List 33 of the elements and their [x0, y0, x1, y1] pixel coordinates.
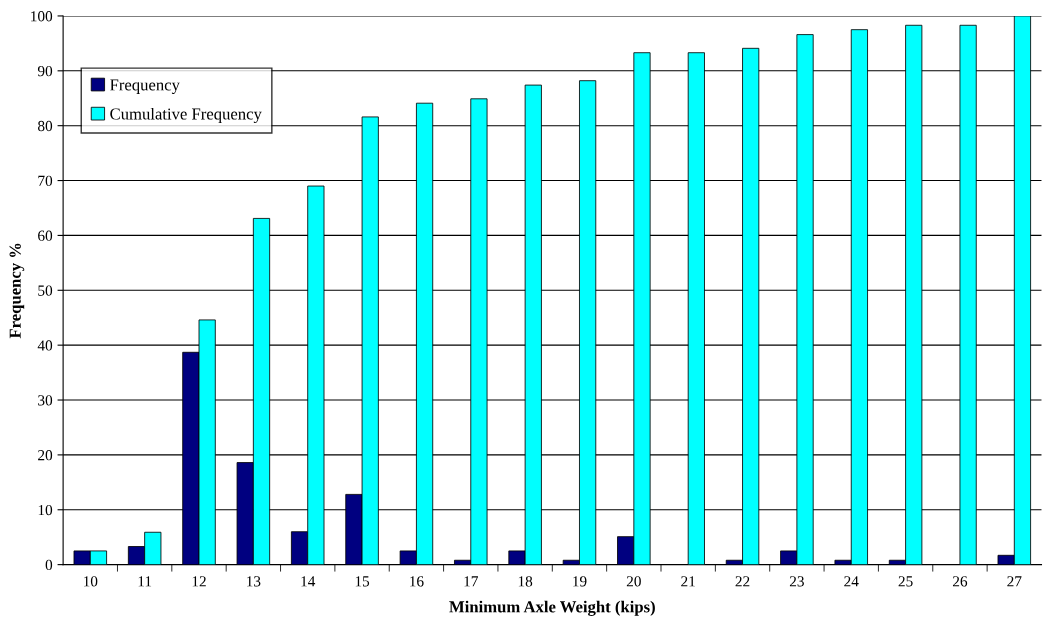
y-tick-label: 0	[45, 559, 53, 571]
y-tick-label: 50	[38, 285, 53, 296]
x-tick-label: 26	[952, 576, 968, 587]
x-tick-label: 23	[789, 576, 804, 587]
x-tick-label: 16	[410, 576, 424, 587]
x-tick-label: 13	[247, 576, 261, 587]
y-axis-title: Frequency %	[9, 243, 25, 339]
y-tick-label: 40	[37, 340, 53, 351]
y-tick-label: 30	[38, 395, 53, 406]
x-tick-label: 12	[192, 576, 206, 587]
y-tick-label: 70	[38, 175, 53, 187]
y-tick-label: 90	[37, 65, 53, 77]
legend-label: Frequency	[110, 79, 180, 94]
x-tick-label: 11	[138, 576, 152, 587]
x-tick-label: 19	[573, 576, 587, 587]
x-tick-label: 24	[844, 576, 859, 587]
y-tick-label: 100	[31, 11, 53, 22]
x-tick-label: 20	[626, 576, 641, 587]
x-tick-label: 27	[1007, 576, 1022, 587]
y-tick-label: 80	[38, 120, 53, 132]
x-tick-label: 25	[898, 576, 913, 587]
x-axis-title: Minimum Axle Weight (kips)	[449, 600, 655, 616]
y-tick-label: 10	[38, 504, 53, 516]
x-tick-label: 22	[735, 576, 750, 587]
x-tick-label: 17	[464, 576, 478, 587]
y-tick-label: 60	[38, 230, 53, 241]
y-tick-label: 20	[38, 450, 53, 461]
x-tick-label: 15	[355, 576, 370, 587]
legend-label: Cumulative Frequency	[110, 107, 262, 124]
x-tick-label: 14	[301, 576, 316, 587]
x-tick-label: 21	[681, 576, 695, 587]
x-tick-label: 10	[84, 576, 98, 587]
x-tick-label: 18	[518, 576, 533, 587]
